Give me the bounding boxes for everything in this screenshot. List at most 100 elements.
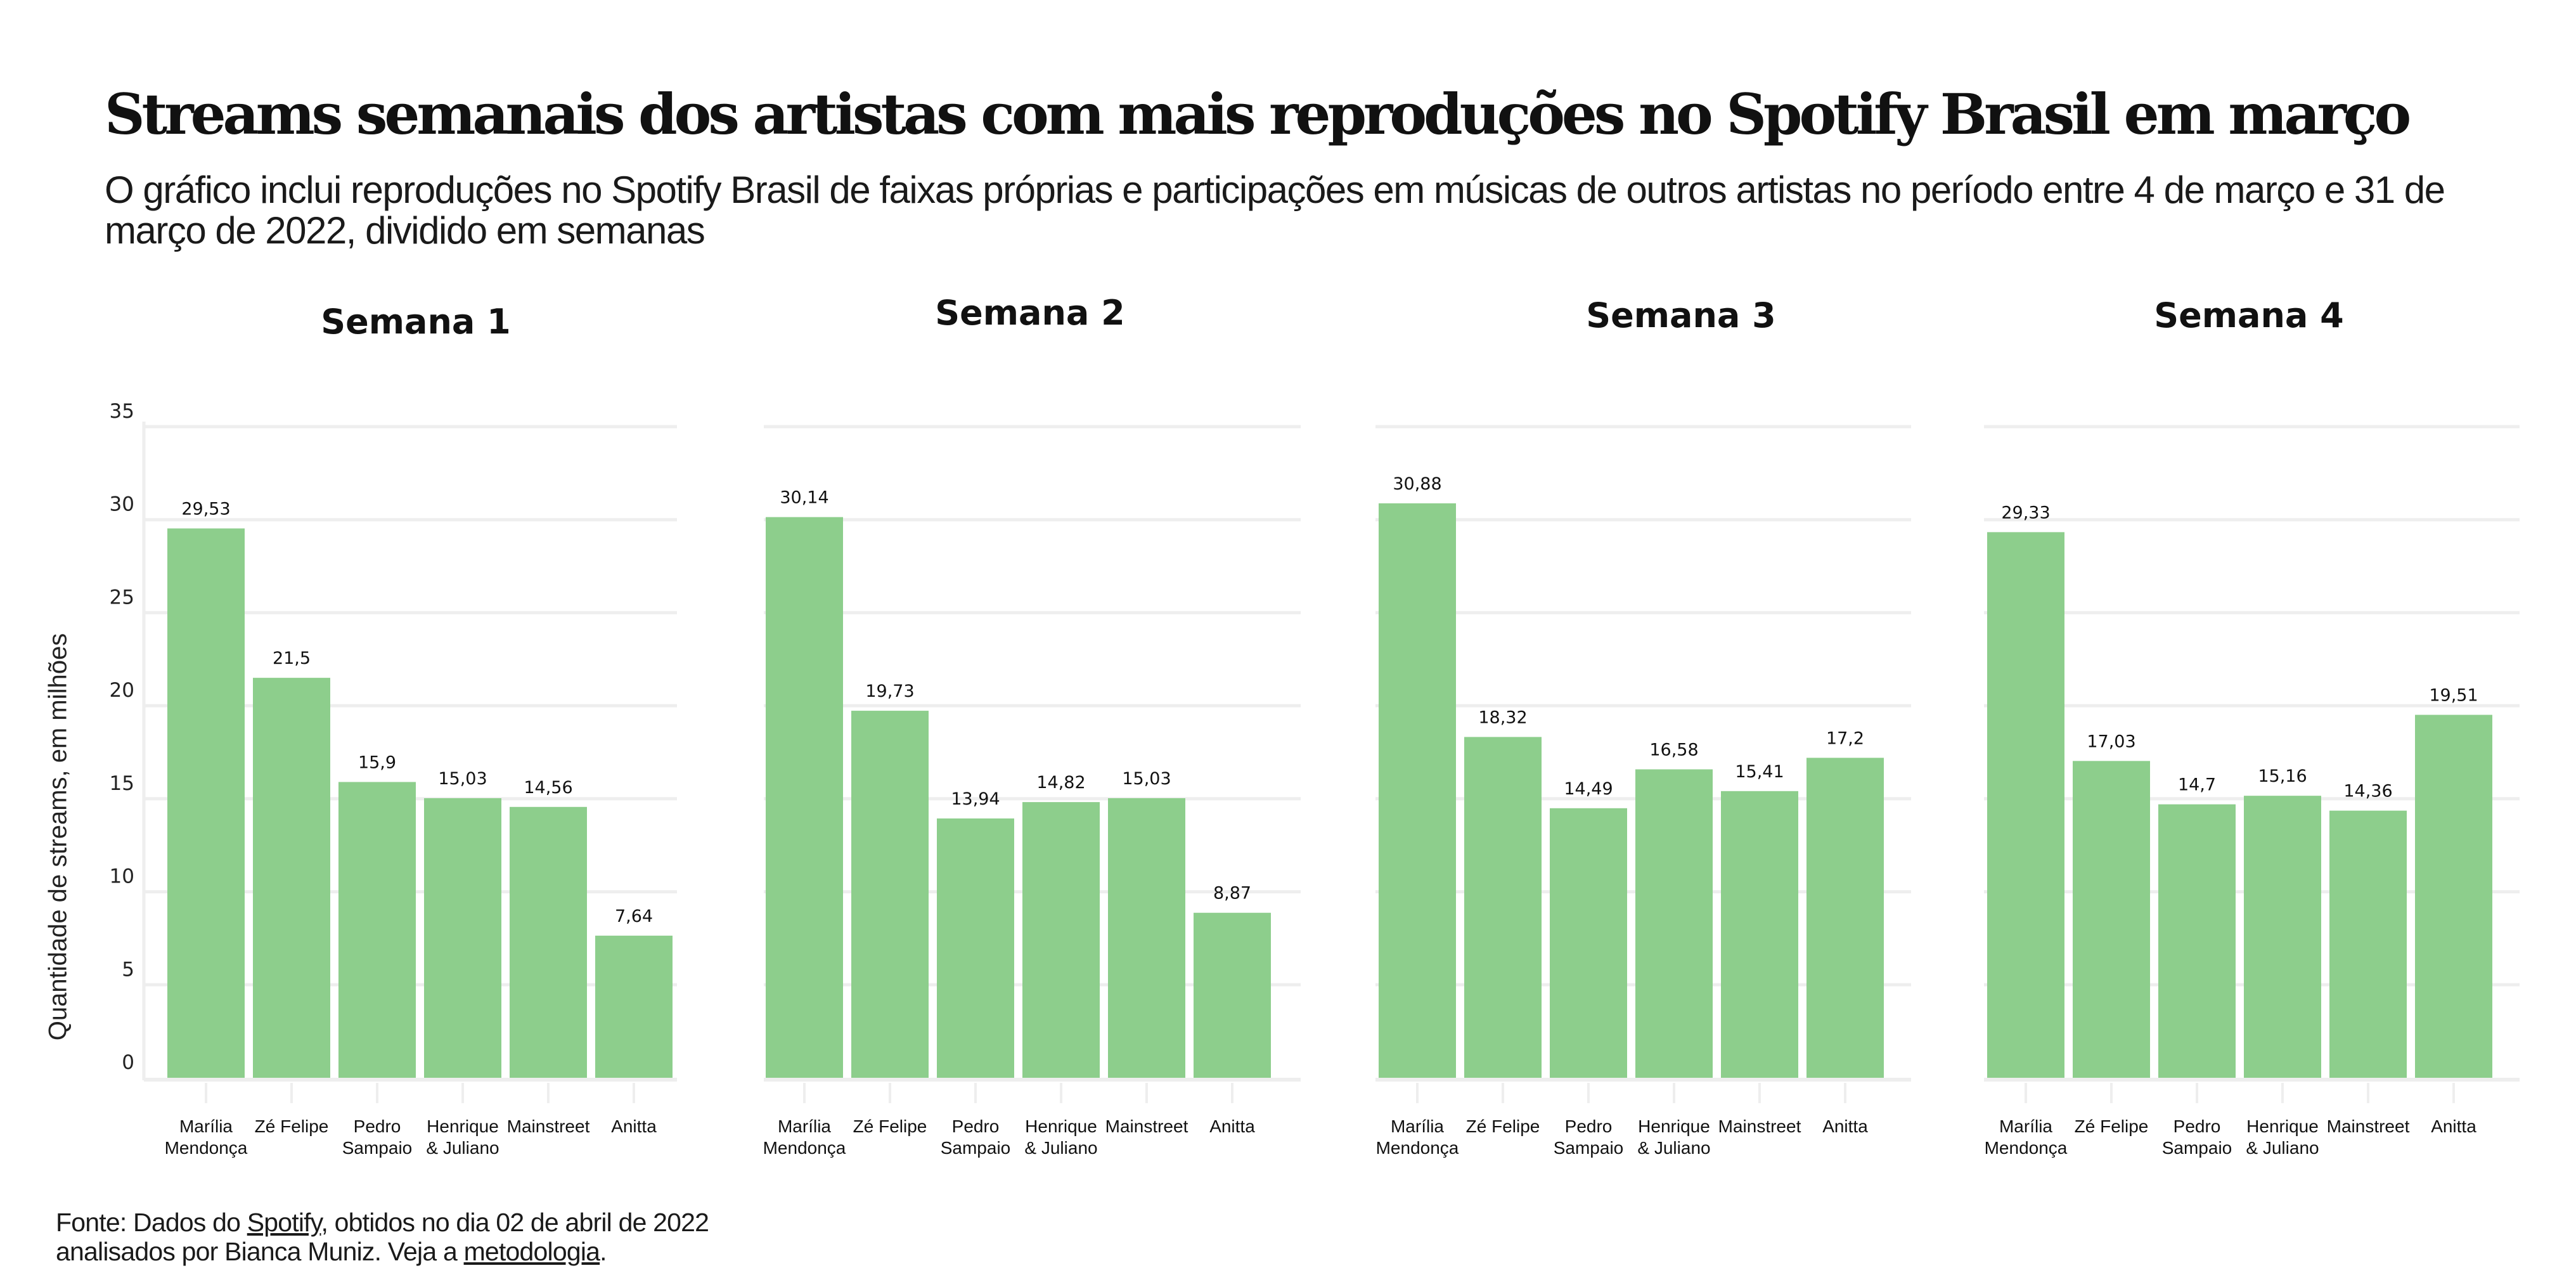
bar-value-label: 14,7 <box>2178 775 2216 795</box>
x-tick-label: Pedro Sampaio <box>2162 1116 2232 1158</box>
x-tick-label: Anitta <box>611 1116 657 1136</box>
bar-value-label: 18,32 <box>1478 708 1527 727</box>
bar-value-label: 29,53 <box>181 500 230 519</box>
x-tick-label-line: Marília <box>179 1116 233 1136</box>
methodology-link[interactable]: metodologia <box>464 1237 600 1266</box>
bar-value-label: 15,41 <box>1735 762 1784 782</box>
x-tick-label: Marília Mendonça <box>763 1116 846 1158</box>
x-tick-label-line: Henrique <box>2246 1116 2319 1136</box>
bar-value-label: 30,14 <box>780 488 828 508</box>
bar-value-label: 30,88 <box>1393 474 1441 494</box>
x-tick-label: Henrique & Juliano <box>426 1116 499 1158</box>
x-tick-label: Zé Felipe <box>2075 1116 2149 1136</box>
x-tick-label-line: Anitta <box>1822 1116 1868 1136</box>
bar-value-label: 14,49 <box>1564 779 1613 799</box>
bar-value-label: 7,64 <box>615 907 653 926</box>
y-tick-label: 5 <box>122 958 134 981</box>
bar-value-label: 15,03 <box>438 769 487 789</box>
bar-value-label: 14,56 <box>524 778 572 798</box>
bar <box>1635 769 1713 1078</box>
bar-value-label: 21,5 <box>273 649 311 668</box>
x-tick-label-line: & Juliano <box>1637 1138 1710 1158</box>
bar <box>766 517 843 1078</box>
x-tick-label-line: Zé Felipe <box>2075 1116 2149 1136</box>
x-tick-label-line: Henrique <box>427 1116 499 1136</box>
x-tick-label-line: Mendonça <box>1376 1138 1459 1158</box>
bar-value-label: 19,73 <box>865 682 914 701</box>
bar-value-label: 15,16 <box>2258 766 2307 786</box>
x-tick-label-line: Zé Felipe <box>255 1116 329 1136</box>
spotify-link[interactable]: Spotify <box>247 1208 321 1237</box>
x-tick-label: Pedro Sampaio <box>1554 1116 1624 1158</box>
y-tick-label: 15 <box>110 772 134 795</box>
x-tick-label-line: Sampaio <box>2162 1138 2232 1158</box>
x-tick-label-line: Pedro <box>2174 1116 2221 1136</box>
bar <box>1806 758 1884 1078</box>
bar-value-label: 29,33 <box>2001 503 2050 522</box>
bar-value-label: 17,03 <box>2087 732 2135 751</box>
bar-value-label: 15,9 <box>358 753 396 772</box>
x-tick-label: Marília Mendonça <box>1985 1116 2068 1158</box>
bar-value-label: 14,82 <box>1036 773 1085 792</box>
x-tick-label: Henrique & Juliano <box>2246 1116 2319 1158</box>
bar <box>1550 808 1627 1078</box>
bar <box>167 529 245 1078</box>
bar <box>2415 715 2492 1078</box>
bar <box>1987 532 2064 1078</box>
x-tick-label-line: Mainstreet <box>2327 1116 2410 1136</box>
x-tick-label-line: Marília <box>1999 1116 2052 1136</box>
x-tick-label: Mainstreet <box>507 1116 590 1136</box>
bar-value-label: 17,2 <box>1826 728 1864 748</box>
bar <box>1464 737 1542 1078</box>
x-tick-label-line: Zé Felipe <box>1466 1116 1540 1136</box>
y-tick-label: 35 <box>110 400 134 423</box>
bar <box>253 678 330 1078</box>
x-tick-label-line: Anitta <box>1209 1116 1255 1136</box>
x-tick-label-line: Pedro <box>354 1116 401 1136</box>
x-tick-label-line: Sampaio <box>342 1138 413 1158</box>
bar-value-label: 15,03 <box>1122 769 1171 789</box>
bar <box>937 818 1014 1078</box>
bar <box>1721 791 1798 1078</box>
x-tick-label-line: Sampaio <box>941 1138 1011 1158</box>
bar <box>2073 761 2150 1078</box>
y-tick-label: 0 <box>122 1051 134 1074</box>
bar <box>2244 796 2321 1078</box>
x-tick-label-line: Mainstreet <box>1105 1116 1188 1136</box>
x-tick-label: Zé Felipe <box>1466 1116 1540 1136</box>
bar-value-label: 14,36 <box>2343 782 2392 801</box>
x-tick-label: Anitta <box>1822 1116 1868 1136</box>
bar <box>1022 802 1100 1078</box>
x-tick-label: Henrique & Juliano <box>1637 1116 1710 1158</box>
bar <box>2158 805 2236 1078</box>
x-tick-label-line: Mainstreet <box>1718 1116 1801 1136</box>
x-tick-label: Anitta <box>2431 1116 2476 1136</box>
x-tick-label-line: & Juliano <box>2246 1138 2319 1158</box>
y-tick-label: 30 <box>110 493 134 516</box>
bar <box>424 798 501 1078</box>
x-tick-label: Pedro Sampaio <box>342 1116 413 1158</box>
bar <box>338 782 416 1078</box>
x-tick-label-line: & Juliano <box>426 1138 499 1158</box>
bar-chart: 0510152025303529,53Marília Mendonça21,5Zé… <box>0 0 2576 1179</box>
x-tick-label-line: Marília <box>778 1116 831 1136</box>
x-tick-label-line: Mendonça <box>1985 1138 2068 1158</box>
x-tick-label-line: & Juliano <box>1024 1138 1097 1158</box>
x-tick-label-line: Zé Felipe <box>853 1116 927 1136</box>
x-tick-label-line: Anitta <box>611 1116 657 1136</box>
x-tick-label-line: Anitta <box>2431 1116 2476 1136</box>
bar <box>595 936 673 1078</box>
x-tick-label: Henrique & Juliano <box>1024 1116 1097 1158</box>
x-tick-label: Mainstreet <box>2327 1116 2410 1136</box>
y-tick-label: 20 <box>110 679 134 702</box>
source-line-1: Fonte: Dados do Spotify, obtidos no dia … <box>56 1208 709 1237</box>
bar-value-label: 13,94 <box>951 789 1000 809</box>
bar <box>510 807 587 1078</box>
x-tick-label-line: Mainstreet <box>507 1116 590 1136</box>
x-tick-label: Pedro Sampaio <box>941 1116 1011 1158</box>
x-tick-label: Mainstreet <box>1105 1116 1188 1136</box>
x-tick-label-line: Mendonça <box>165 1138 248 1158</box>
bar <box>1379 503 1456 1078</box>
bar <box>1108 798 1185 1078</box>
x-tick-label-line: Sampaio <box>1554 1138 1624 1158</box>
